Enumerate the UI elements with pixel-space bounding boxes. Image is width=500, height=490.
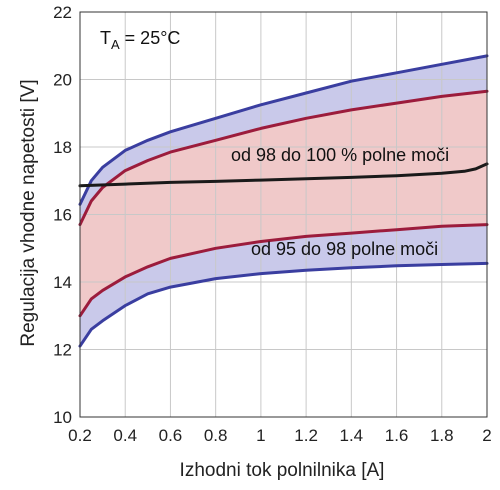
series-lines — [78, 54, 489, 348]
gridlines — [80, 12, 487, 417]
y-axis-label: Regulacija vhodne napetosti [V] — [18, 79, 39, 346]
x-tick-label: 0.6 — [159, 426, 183, 445]
x-tick-label: 1.2 — [294, 426, 318, 445]
x-tick-label: 2 — [482, 426, 491, 445]
temperature-value: = 25°C — [120, 28, 181, 48]
y-tick-label: 16 — [53, 206, 72, 225]
y-tick-label: 10 — [53, 408, 72, 427]
x-tick-label: 0.8 — [204, 426, 228, 445]
plot-frame — [79, 11, 488, 418]
x-tick-labels: 0.2 0.4 0.6 0.8 1 1.2 1.4 1.6 1.8 2 — [68, 426, 492, 445]
x-tick-label: 1 — [256, 426, 265, 445]
y-tick-label: 12 — [53, 341, 72, 360]
x-axis-label: Izhodni tok polnilnika [A] — [180, 460, 385, 481]
x-tick-label: 1.4 — [340, 426, 364, 445]
outer-upper-line — [78, 54, 489, 206]
temperature-symbol: T — [100, 28, 111, 48]
x-tick-label: 0.2 — [68, 426, 92, 445]
y-tick-label: 14 — [53, 273, 72, 292]
temperature-subscript: A — [111, 37, 120, 52]
y-tick-label: 22 — [53, 3, 72, 22]
outer-lower-line — [78, 261, 489, 348]
inner-upper-line — [78, 89, 489, 227]
lower-band-annotation: od 95 do 98 polne moči — [251, 239, 438, 259]
y-tick-label: 20 — [53, 71, 72, 90]
upper-band-annotation: od 98 do 100 % polne moči — [231, 145, 449, 165]
inner-lower-line — [78, 223, 489, 318]
threshold-line — [78, 162, 489, 188]
x-tick-label: 1.6 — [385, 426, 409, 445]
y-tick-labels: 10 12 14 16 18 20 22 — [53, 3, 72, 427]
x-tick-label: 1.8 — [430, 426, 454, 445]
temperature-annotation: TA = 25°C — [100, 28, 180, 52]
x-tick-label: 0.4 — [113, 426, 137, 445]
y-tick-label: 18 — [53, 138, 72, 157]
